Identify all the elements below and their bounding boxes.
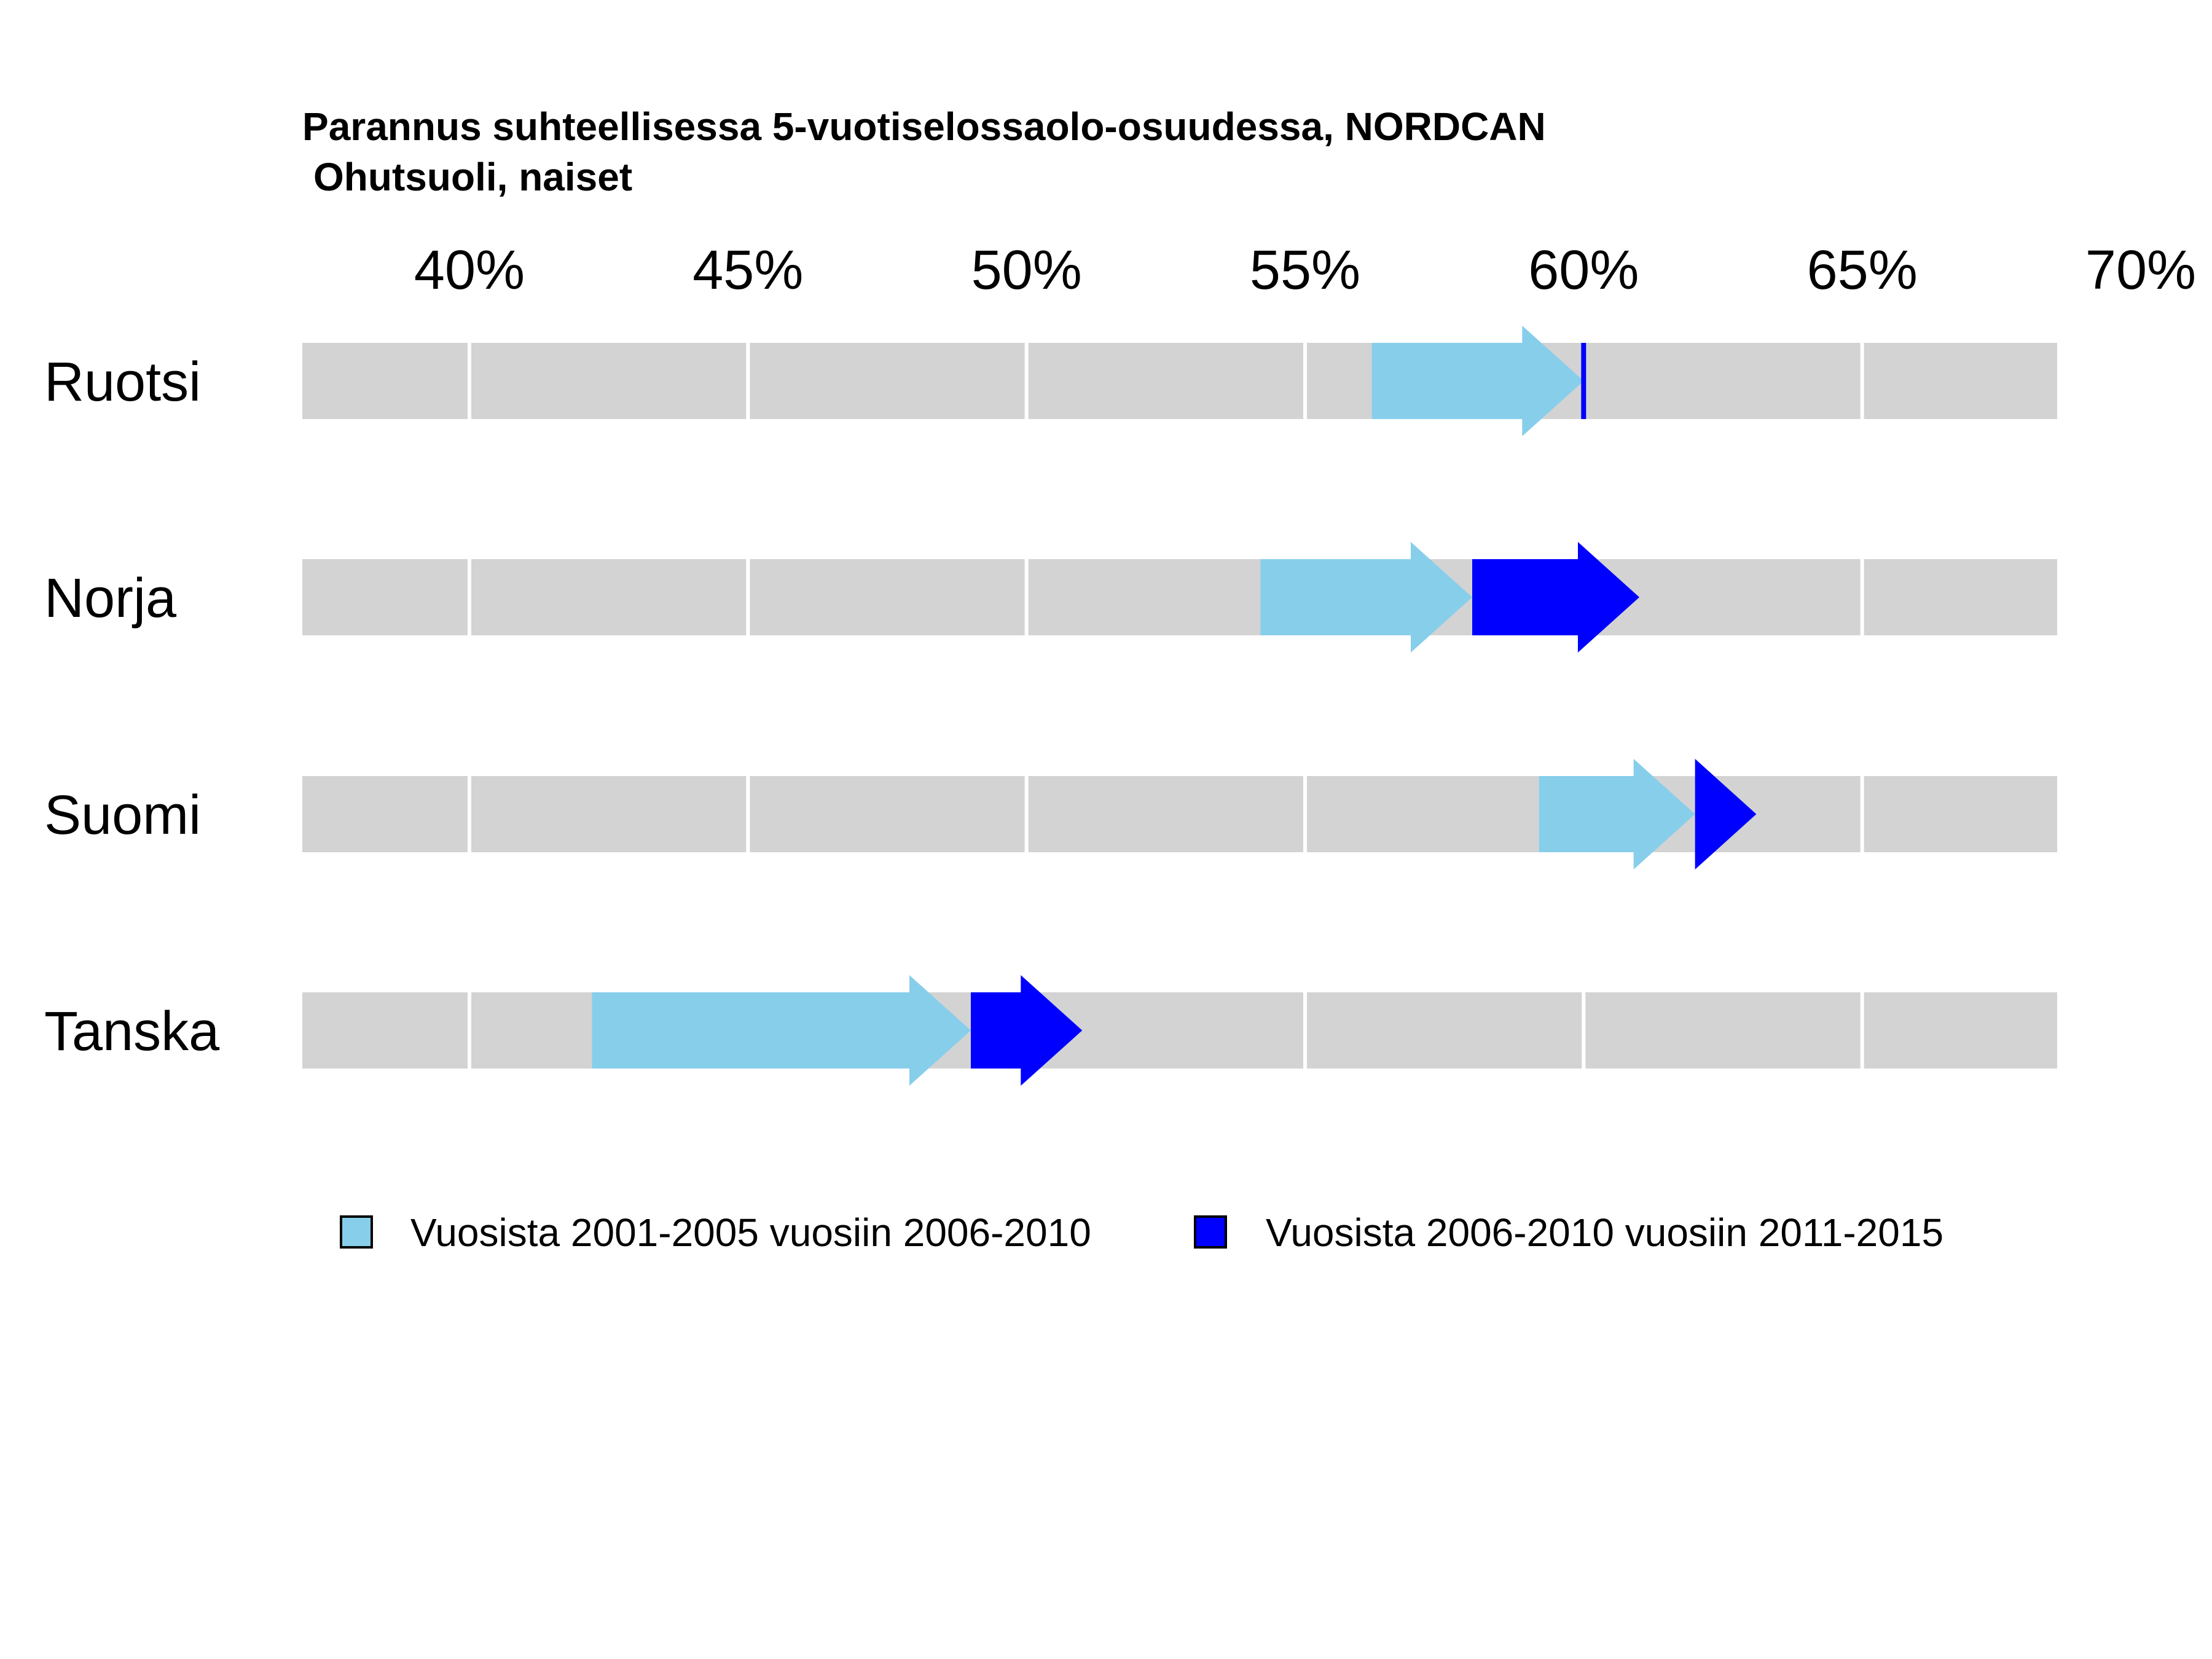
x-tick-label: 70% — [2085, 240, 2196, 301]
legend-swatch — [1194, 1215, 1227, 1249]
row-background — [302, 992, 2057, 1069]
legend-label: Vuosista 2001-2005 vuosiin 2006-2010 — [410, 1210, 1091, 1255]
category-row: Ruotsi — [44, 326, 2057, 436]
x-tick-label: 65% — [1807, 240, 1918, 301]
row-background — [302, 776, 2057, 852]
arrow-mark — [1371, 326, 1584, 436]
arrow-mark — [592, 975, 971, 1086]
category-label: Norja — [44, 568, 177, 629]
x-tick-label: 50% — [971, 240, 1082, 301]
category-row: Suomi — [44, 759, 2057, 869]
arrow-mark — [1539, 759, 1695, 869]
row-background — [302, 343, 2057, 419]
category-label: Ruotsi — [44, 351, 201, 413]
x-tick-label: 40% — [414, 240, 525, 301]
legend-item: Vuosista 2006-2010 vuosiin 2011-2015 — [1194, 1210, 1943, 1255]
legend-item: Vuosista 2001-2005 vuosiin 2006-2010 — [340, 1210, 1091, 1255]
arrow-mark — [1695, 759, 1757, 869]
x-tick-labels: 40% 45% 50% 55% 60% 65% 70% — [414, 240, 2196, 301]
arrow-mark — [1472, 542, 1639, 653]
legend-label: Vuosista 2006-2010 vuosiin 2011-2015 — [1266, 1210, 1943, 1255]
x-tick-label: 45% — [692, 240, 803, 301]
plot-area: Ruotsi Norja Suomi Tanska — [44, 326, 2057, 1086]
x-tick-label: 55% — [1250, 240, 1360, 301]
row-background — [302, 559, 2057, 635]
chart-subtitle: Ohutsuoli, naiset — [313, 155, 632, 199]
category-row: Norja — [44, 542, 2057, 653]
legend-swatch — [340, 1215, 373, 1249]
category-label: Suomi — [44, 785, 201, 846]
chart-title: Parannus suhteellisessa 5-vuotiselossaol… — [302, 104, 1546, 149]
legend: Vuosista 2001-2005 vuosiin 2006-2010 Vuos… — [340, 1210, 1943, 1255]
category-label: Tanska — [44, 1001, 220, 1062]
category-row: Tanska — [44, 975, 2057, 1086]
arrow-mark — [1260, 542, 1472, 653]
arrow-mark — [971, 975, 1083, 1086]
x-tick-label: 60% — [1528, 240, 1639, 301]
